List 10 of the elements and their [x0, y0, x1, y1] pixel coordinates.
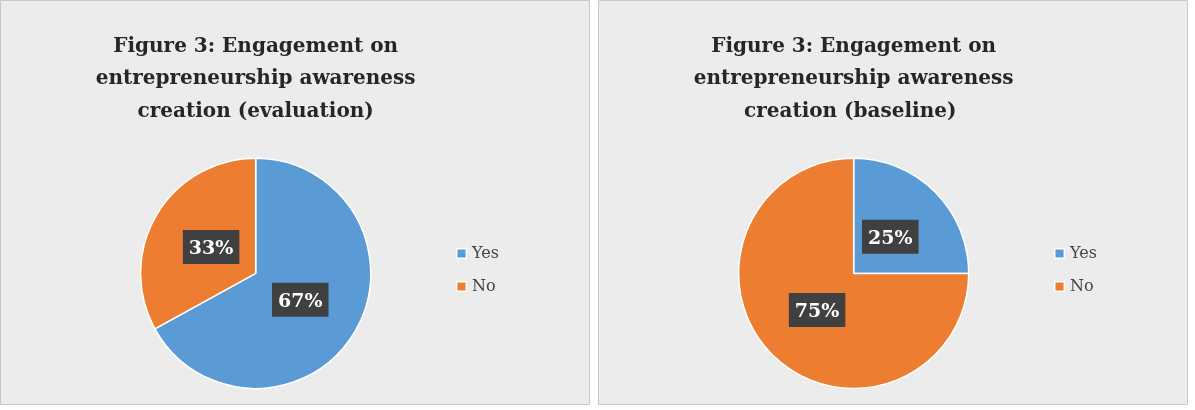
- legend-label: Yes: [1070, 243, 1097, 262]
- legend-label: No: [1070, 276, 1094, 295]
- data-label: 25%: [868, 225, 913, 248]
- data-label: 33%: [188, 236, 234, 259]
- chart-title: Figure 3: Engagement on entrepreneurship awareness creation (baseline): [693, 32, 1014, 122]
- legend-label: No: [472, 276, 496, 295]
- data-label: 75%: [794, 298, 840, 321]
- data-label: 67%: [277, 288, 323, 311]
- legend-label: Yes: [472, 243, 499, 262]
- chart-title: Figure 3: Engagement on entrepreneurship awareness creation (evaluation): [95, 32, 416, 122]
